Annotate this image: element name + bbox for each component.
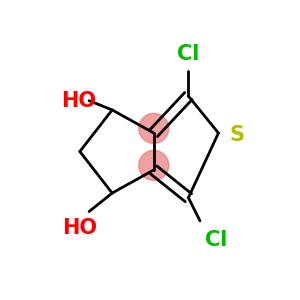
Circle shape xyxy=(139,113,169,143)
Text: HO: HO xyxy=(62,218,97,239)
Text: S: S xyxy=(230,125,245,145)
Text: HO: HO xyxy=(61,91,96,111)
Text: Cl: Cl xyxy=(177,44,200,64)
Circle shape xyxy=(139,150,169,180)
Text: Cl: Cl xyxy=(205,230,227,250)
